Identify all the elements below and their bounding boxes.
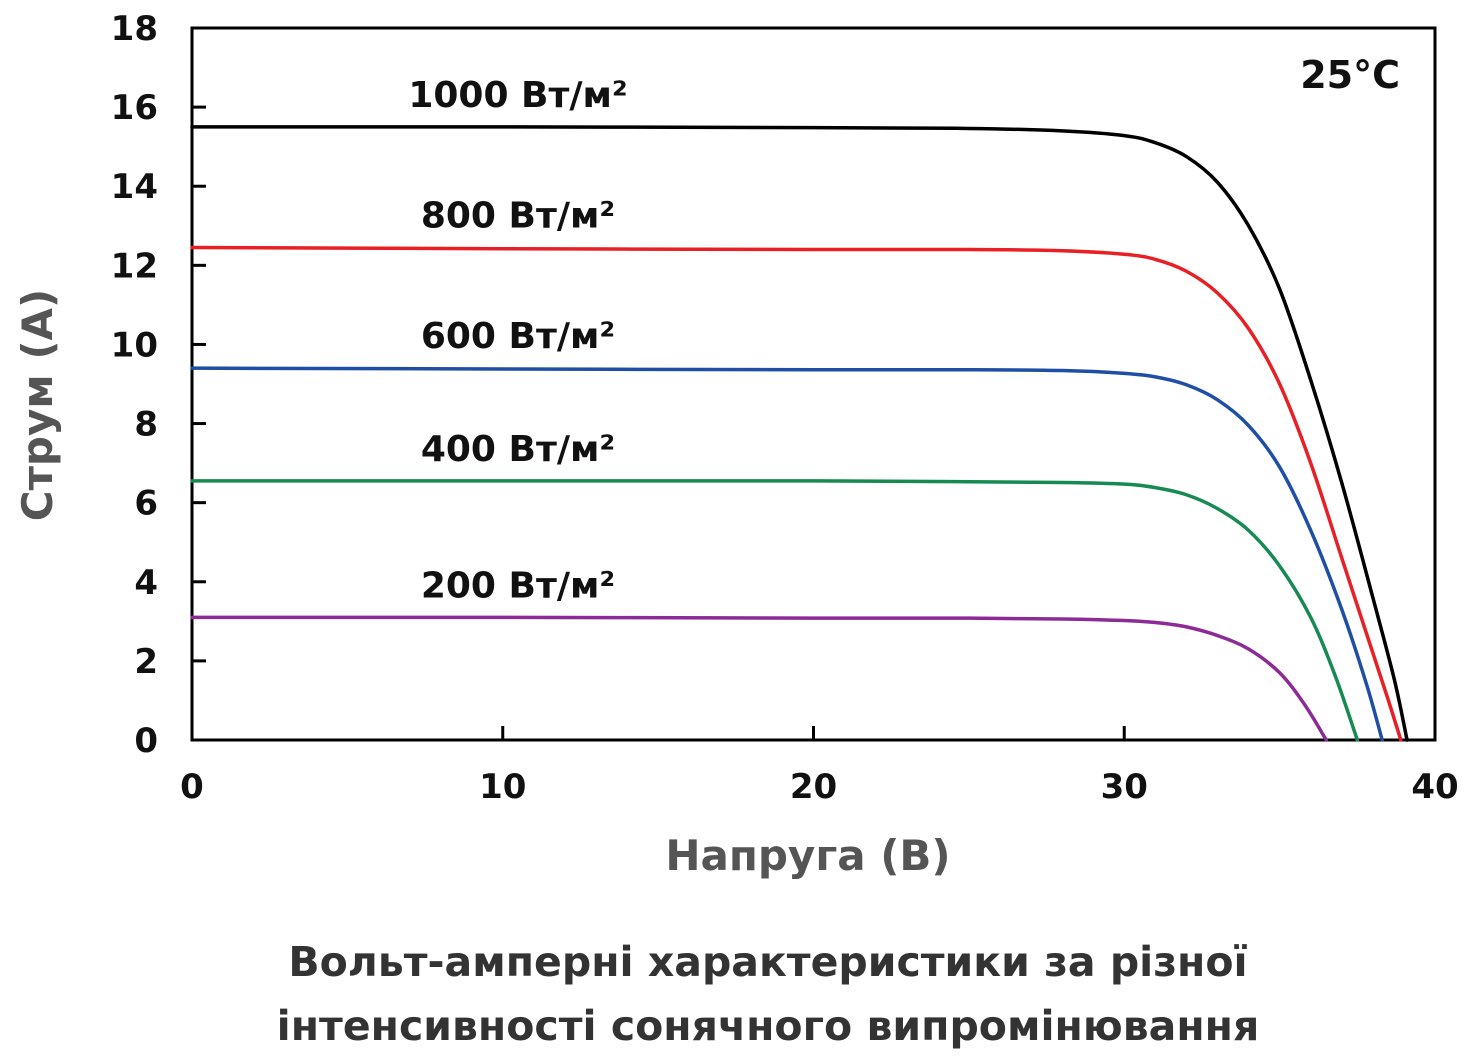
x-tick-label: 30: [1101, 767, 1148, 807]
y-axis-title: Струм (А): [13, 289, 62, 521]
series-label: 400 Вт/м²: [421, 429, 615, 470]
x-tick-label: 20: [790, 767, 837, 807]
x-tick-label: 40: [1411, 767, 1458, 807]
caption-line-1: Вольт-амперні характеристики за різної: [288, 938, 1247, 986]
y-tick-label: 10: [111, 325, 158, 365]
y-tick-label: 4: [134, 563, 158, 603]
y-tick-label: 2: [134, 642, 158, 682]
series-line: [190, 366, 1384, 742]
x-axis-title: Напруга (В): [665, 831, 950, 880]
y-axis: 0 2 4 6 8 10 12 14 16 18: [111, 9, 206, 761]
plot-frame: [190, 26, 1437, 742]
y-tick-label: 0: [134, 721, 158, 761]
series-line: [190, 615, 1328, 742]
series-label: 1000 Вт/м²: [408, 75, 627, 116]
series-lines: [190, 125, 1409, 742]
y-tick-label: 14: [111, 167, 158, 207]
series-label: 200 Вт/м²: [421, 565, 615, 606]
x-tick-label: 10: [479, 767, 526, 807]
series-line: [190, 479, 1360, 742]
temperature-annotation: 25°C: [1300, 53, 1400, 97]
y-tick-label: 16: [111, 88, 158, 128]
x-axis: 0 10 20 30 40: [180, 726, 1459, 807]
caption-line-2: інтенсивності сонячного випромінювання: [277, 1002, 1260, 1050]
y-tick-label: 8: [134, 405, 158, 445]
series-line: [190, 125, 1409, 742]
series-line: [190, 245, 1403, 742]
series-label: 800 Вт/м²: [421, 196, 615, 237]
y-tick-label: 12: [111, 246, 158, 286]
series-labels: 1000 Вт/м² 800 Вт/м² 600 Вт/м² 400 Вт/м² 200…: [408, 75, 627, 606]
x-tick-label: 0: [180, 767, 204, 807]
y-tick-label: 6: [134, 484, 158, 524]
series-label: 600 Вт/м²: [421, 316, 615, 357]
y-tick-label: 18: [111, 9, 158, 49]
